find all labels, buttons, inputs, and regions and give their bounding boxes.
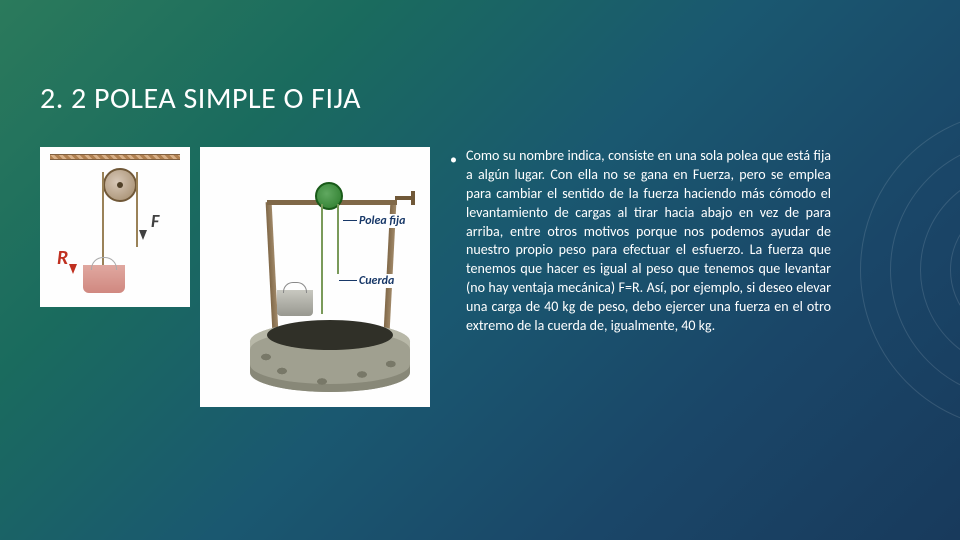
label-r: R bbox=[57, 246, 68, 270]
slide-title: 2. 2 POLEA SIMPLE O FIJA bbox=[40, 80, 920, 117]
ceiling-bar bbox=[50, 154, 180, 160]
pulley-wheel bbox=[103, 168, 137, 202]
bullet-item: • Como su nombre indica, consiste en una… bbox=[450, 147, 920, 336]
well-rope-right bbox=[337, 204, 339, 274]
text-column: • Como su nombre indica, consiste en una… bbox=[450, 147, 920, 407]
content-row: R F Polea fija bbox=[40, 147, 920, 407]
bullet-marker: • bbox=[450, 153, 456, 159]
label-f: F bbox=[151, 210, 159, 232]
well-rope-left bbox=[321, 204, 323, 314]
slide: 2. 2 POLEA SIMPLE O FIJA R F bbox=[0, 0, 960, 540]
well-opening bbox=[267, 320, 393, 350]
image-group: R F Polea fija bbox=[40, 147, 430, 407]
resistance-arrow: R bbox=[57, 246, 68, 270]
bucket-icon bbox=[83, 265, 125, 293]
label-cuerda: Cuerda bbox=[357, 274, 396, 288]
body-paragraph: Como su nombre indica, consiste en una s… bbox=[466, 147, 831, 336]
rope-right bbox=[136, 172, 138, 247]
well-bucket bbox=[277, 290, 313, 316]
well-diagram: Polea fija Cuerda bbox=[200, 147, 430, 407]
callout-line-cuerda bbox=[339, 280, 359, 281]
label-polea-fija: Polea fija bbox=[357, 214, 407, 228]
pulley-diagram: R F bbox=[40, 147, 190, 307]
well-handle bbox=[395, 196, 413, 200]
force-arrow: F bbox=[151, 210, 159, 232]
rope-left bbox=[102, 172, 104, 267]
